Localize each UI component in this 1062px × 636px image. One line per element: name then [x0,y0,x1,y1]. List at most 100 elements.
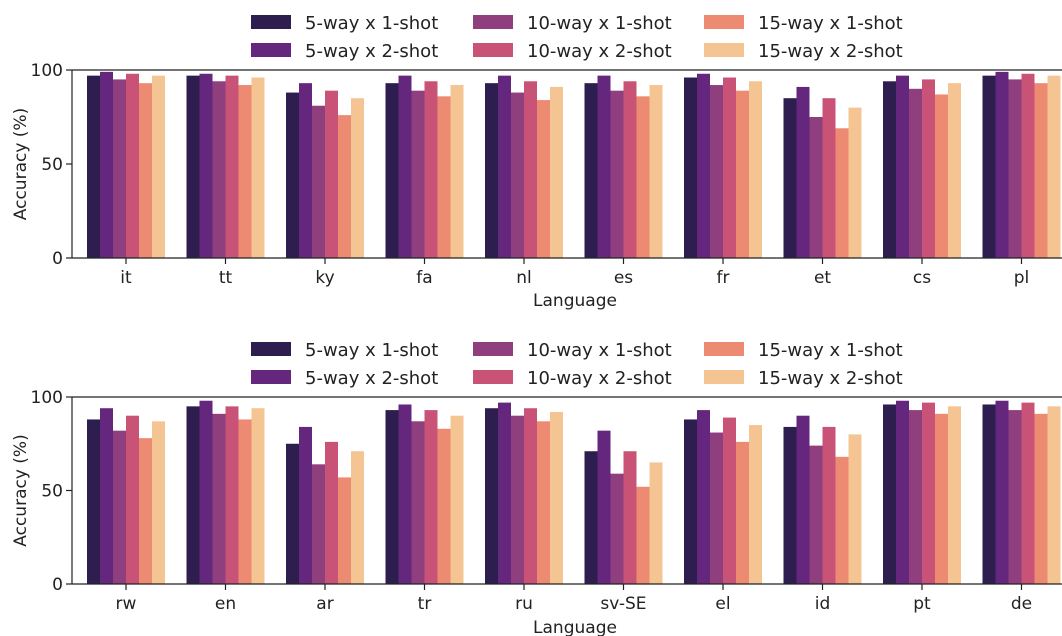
bar-pl-2 [995,71,1009,258]
bar-rw-6 [152,421,165,584]
bar-et-4 [822,98,836,258]
bar-en-4 [225,406,239,584]
bar-de-5 [1034,413,1048,584]
bar-et-3 [809,117,823,258]
bar-sv-SE-3 [610,473,624,584]
bar-ru-2 [498,402,511,584]
bar-en-1 [186,406,200,584]
bar-nl-2 [498,75,511,258]
bar-fr-1 [684,77,697,259]
legend-label-3: 10-way x 1-shot [527,340,672,361]
bar-ar-3 [312,464,325,584]
legend-label-4: 10-way x 2-shot [527,41,672,62]
x-axis-label: Language [533,618,617,636]
legend: 5-way x 1-shot 5-way x 2-shot 10-way x 1-s… [251,13,903,62]
bar-pl-4 [1021,73,1035,258]
y-axis-label: Accuracy (%) [11,434,31,546]
bar-ky-2 [299,83,312,258]
bar-tr-6 [450,415,464,584]
bar-es-1 [584,83,598,258]
bar-it-2 [100,71,113,258]
legend-label-1: 5-way x 1-shot [305,13,438,34]
bar-es-3 [610,90,624,259]
x-tick-label-en: en [215,594,236,614]
bar-et-5 [835,128,849,258]
bar-rw-1 [87,419,100,584]
bar-ru-6 [550,411,563,584]
bar-tr-3 [411,421,425,584]
bar-fa-2 [398,75,412,258]
x-tick-label-cs: cs [913,268,931,288]
legend-swatch-3 [473,15,513,29]
bar-pt-2 [896,400,909,584]
bar-tr-5 [437,428,451,584]
bar-el-2 [697,410,710,584]
bar-nl-6 [550,86,563,258]
bar-id-6 [848,434,862,584]
legend-label-4: 10-way x 2-shot [527,368,672,389]
bar-de-2 [995,400,1009,584]
x-tick-label-tr: tr [418,594,432,614]
bar-it-3 [113,79,126,259]
bar-ky-1 [286,92,299,258]
legend-label-5: 15-way x 1-shot [758,340,903,361]
bar-pt-5 [935,413,948,584]
x-tick-label-es: es [614,268,633,288]
bar-it-6 [152,75,165,258]
x-tick-label-rw: rw [116,594,137,614]
bar-tt-4 [225,75,239,258]
bar-ky-3 [312,105,325,258]
bar-ru-4 [524,408,537,584]
bar-rw-2 [100,408,113,584]
bar-et-6 [848,107,862,258]
bar-el-5 [736,441,749,584]
bar-es-6 [649,85,663,258]
legend-label-1: 5-way x 1-shot [305,340,438,361]
bar-cs-1 [883,81,896,258]
bar-tt-2 [199,73,213,258]
x-tick-label-id: id [815,594,831,614]
y-tick-label: 50 [41,155,63,175]
legend-swatch-4 [473,43,513,57]
bar-pt-6 [948,406,961,584]
bar-cs-2 [896,75,909,258]
legend-label-5: 15-way x 1-shot [758,13,903,34]
legend-swatch-2 [251,370,291,384]
bar-pl-1 [982,75,996,258]
bar-ar-2 [299,426,312,584]
bar-de-3 [1008,410,1022,584]
bar-it-4 [126,73,139,258]
x-tick-label-pl: pl [1014,268,1030,288]
legend-label-6: 15-way x 2-shot [758,41,903,62]
bar-de-6 [1047,406,1061,584]
bar-ar-6 [351,451,364,584]
x-tick-label-nl: nl [516,268,532,288]
x-tick-label-el: el [715,594,730,614]
y-tick-label: 100 [31,61,63,81]
bar-ar-5 [338,477,351,584]
bar-id-2 [796,415,810,584]
bar-sv-SE-2 [597,430,611,584]
bar-et-1 [783,98,797,258]
bar-cs-6 [948,83,961,258]
legend-label-2: 5-way x 2-shot [305,41,438,62]
legend-swatch-5 [704,342,744,356]
bar-es-2 [597,75,611,258]
bar-ru-3 [511,415,524,584]
bar-rw-4 [126,415,139,584]
bar-fr-3 [710,85,723,258]
legend-swatch-6 [704,43,744,57]
bar-id-5 [835,456,849,584]
legend-label-3: 10-way x 1-shot [527,13,672,34]
bar-tr-4 [424,410,438,584]
chart-panel-1: 0 50 100 it tt ky fa nl es fr et cs pl Language Accura… [11,13,1062,311]
bar-el-1 [684,419,697,584]
x-tick-label-ru: ru [515,594,533,614]
bar-pt-4 [922,402,935,584]
bar-el-6 [749,425,762,584]
legend-swatch-1 [251,342,291,356]
bar-sv-SE-4 [623,451,637,584]
bar-sv-SE-1 [584,451,598,584]
bar-tr-1 [385,410,399,584]
bar-ar-1 [286,443,299,584]
